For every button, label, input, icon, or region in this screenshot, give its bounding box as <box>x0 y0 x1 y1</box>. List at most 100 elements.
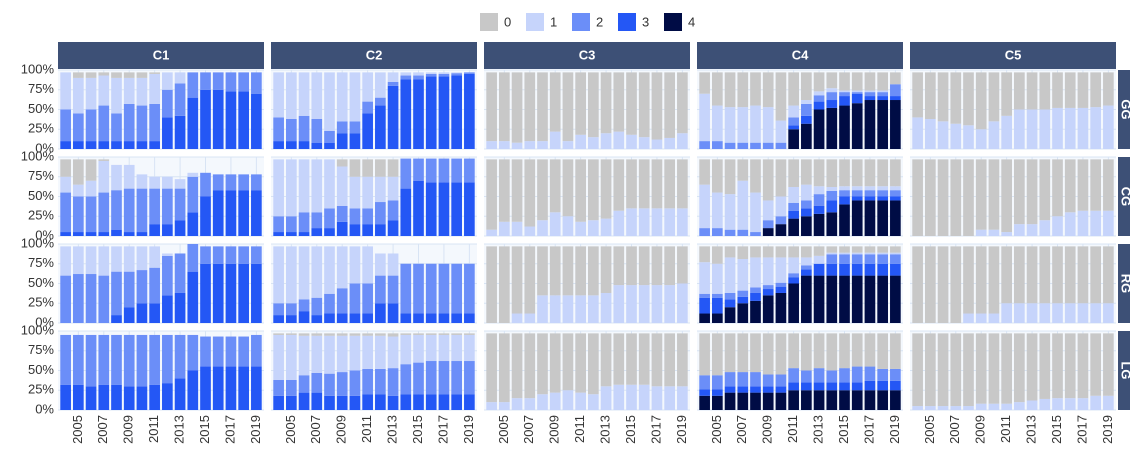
bar-segment <box>813 333 825 369</box>
bar-segment <box>136 246 148 271</box>
bar-segment <box>651 333 663 387</box>
bar-segment <box>174 378 186 410</box>
bar-segment <box>387 275 399 304</box>
bar-segment <box>851 186 863 191</box>
bar-segment <box>149 176 160 189</box>
bar-segment <box>826 390 838 410</box>
bar-segment <box>136 141 148 149</box>
bar-segment <box>375 176 386 203</box>
bar-segment <box>349 176 361 209</box>
bar-segment <box>438 263 450 314</box>
bar-segment <box>400 158 412 189</box>
bar-segment <box>200 246 211 264</box>
bar-segment <box>413 263 424 314</box>
bar-segment <box>826 382 838 391</box>
bar-segment <box>324 130 335 143</box>
bar-segment <box>851 92 863 94</box>
x-tick-label: 2019 <box>674 415 689 444</box>
bar-segment <box>111 190 122 230</box>
bar-segment <box>963 246 974 314</box>
bar-segment <box>336 313 348 323</box>
bar-segment <box>638 246 650 286</box>
x-tick-label: 2007 <box>734 415 749 444</box>
bar-segment <box>826 212 838 236</box>
bar-segment <box>98 72 110 76</box>
bar-segment <box>251 263 262 323</box>
bar-segment <box>425 158 437 183</box>
bar-segment <box>775 286 787 293</box>
bar-segment <box>349 333 361 336</box>
bar-segment <box>851 103 863 149</box>
bar-segment <box>212 336 224 367</box>
bar-segment <box>638 333 650 385</box>
bar-segment <box>311 159 323 213</box>
bar-segment <box>98 105 110 142</box>
bar-segment <box>575 159 586 222</box>
bar-segment <box>200 366 211 410</box>
bar-segment <box>451 263 462 314</box>
bar-segment <box>1014 224 1025 236</box>
bar-segment <box>225 91 237 149</box>
bar-segment <box>549 212 561 236</box>
row-label: LG <box>1119 361 1130 379</box>
bar-segment <box>123 334 135 387</box>
bar-segment <box>788 129 799 149</box>
bar-segment <box>788 273 799 278</box>
bar-segment <box>375 202 386 225</box>
bar-segment <box>890 159 901 187</box>
bar-segment <box>349 370 361 396</box>
bar-segment <box>651 159 663 209</box>
bar-segment <box>162 224 173 236</box>
bar-segment <box>251 93 262 149</box>
bar-segment <box>60 192 71 233</box>
bar-segment <box>775 142 787 149</box>
bar-segment <box>349 395 361 410</box>
bar-segment <box>336 159 348 167</box>
x-tick-label: 2011 <box>785 415 800 443</box>
x-tick-label: 2009 <box>547 415 562 444</box>
bar-segment <box>362 333 373 336</box>
bar-segment <box>225 246 237 264</box>
bar-segment <box>298 212 310 233</box>
bar-segment <box>336 395 348 410</box>
bar-segment <box>925 72 936 119</box>
bar-segment <box>737 290 749 297</box>
bar-segment <box>149 246 160 268</box>
bar-segment <box>864 200 876 236</box>
bar-segment <box>813 205 825 214</box>
bar-segment <box>349 121 361 134</box>
bar-segment <box>187 172 199 177</box>
bar-segment <box>851 382 863 391</box>
bar-segment <box>826 333 838 371</box>
bar-segment <box>349 224 361 236</box>
bar-segment <box>251 72 262 94</box>
bar-segment <box>912 72 923 118</box>
bar-segment <box>200 89 211 149</box>
bar-segment <box>73 334 84 385</box>
bar-segment <box>839 368 850 383</box>
bar-segment <box>162 176 173 189</box>
bar-segment <box>839 159 850 187</box>
bar-segment <box>839 186 850 191</box>
bar-segment <box>600 333 612 387</box>
bar-segment <box>699 72 710 94</box>
bar-segment <box>273 303 284 316</box>
bar-segment <box>775 224 787 236</box>
bar-segment <box>85 77 97 110</box>
bar-segment <box>1077 72 1089 108</box>
bar-segment <box>400 333 412 335</box>
bar-segment <box>737 372 749 387</box>
bar-segment <box>149 188 160 225</box>
bar-segment <box>877 263 888 276</box>
bar-segment <box>149 72 160 74</box>
bar-segment <box>174 292 186 323</box>
bar-segment <box>286 334 297 380</box>
bar-segment <box>362 176 373 209</box>
bar-segment <box>626 72 637 135</box>
bar-segment <box>286 232 297 236</box>
row-label: RG <box>1119 274 1130 294</box>
bar-segment <box>937 246 949 323</box>
y-tick-label: 75% <box>28 255 54 270</box>
bar-segment <box>324 72 335 131</box>
bar-segment <box>864 100 876 149</box>
